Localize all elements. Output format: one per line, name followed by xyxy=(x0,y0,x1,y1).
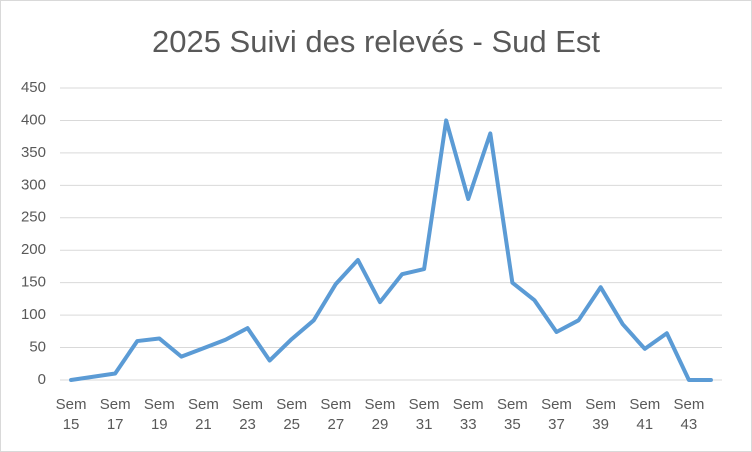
x-tick-label: Sem 25 xyxy=(276,396,308,433)
y-tick-label: 50 xyxy=(29,339,46,356)
x-tick-label: Sem 15 xyxy=(55,396,87,433)
x-tick-label: Sem 27 xyxy=(320,396,352,433)
x-tick-label: Sem 31 xyxy=(408,396,440,433)
x-tick-label: Sem 33 xyxy=(452,396,484,433)
chart-title: 2025 Suivi des relevés - Sud Est xyxy=(152,24,600,59)
y-tick-label: 350 xyxy=(21,144,46,161)
y-tick-label: 150 xyxy=(21,274,46,291)
x-tick-label: Sem 19 xyxy=(143,396,175,433)
x-tick-label: Sem 17 xyxy=(99,396,131,433)
x-tick-label: Sem 29 xyxy=(364,396,396,433)
x-tick-label: Sem 35 xyxy=(496,396,528,433)
y-tick-label: 0 xyxy=(38,371,46,388)
line xyxy=(69,118,713,382)
x-tick-label: Sem 23 xyxy=(232,396,263,433)
x-tick-label: Sem 37 xyxy=(541,396,572,433)
y-tick-label: 400 xyxy=(21,111,46,128)
y-tick-label: 100 xyxy=(21,306,46,323)
x-tick-label: Sem 21 xyxy=(188,396,219,433)
y-tick-label: 450 xyxy=(21,79,46,96)
y-tick-label: 300 xyxy=(21,176,46,193)
y-tick-label: 250 xyxy=(21,209,46,226)
x-tick-label: Sem 39 xyxy=(585,396,617,433)
y-tick-label: 200 xyxy=(21,241,46,258)
x-tick-label: Sem 41 xyxy=(629,396,661,433)
x-tick-label: Sem 43 xyxy=(673,396,705,433)
